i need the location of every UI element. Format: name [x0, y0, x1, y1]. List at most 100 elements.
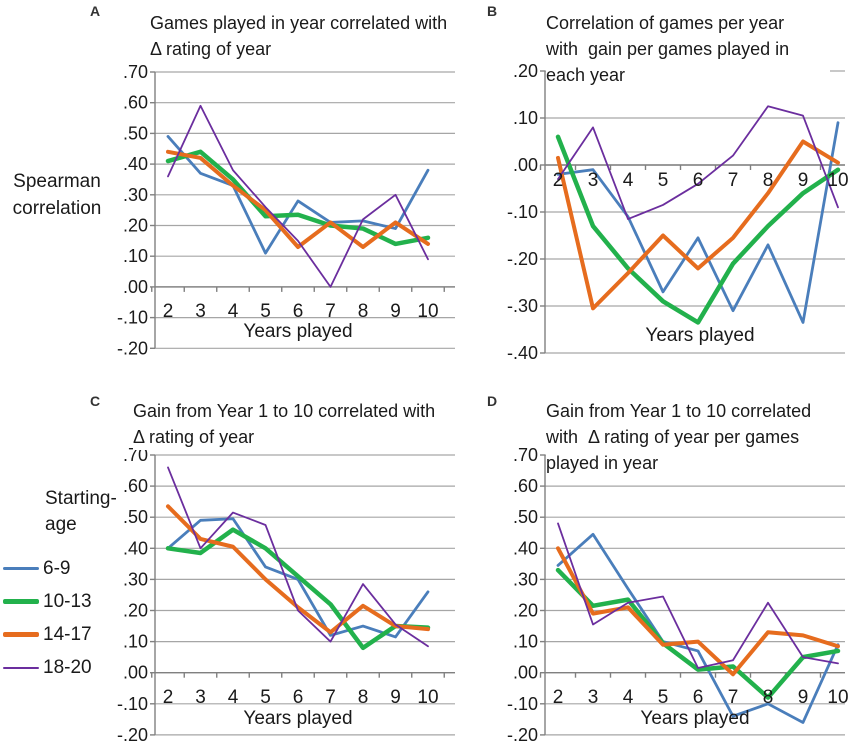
x-axis-title: Years played	[243, 708, 352, 729]
x-axis-title: Years played	[645, 325, 754, 346]
series-line-18-20	[557, 522, 839, 669]
y-tick-label: -.10	[117, 694, 148, 714]
x-tick-label: 3	[195, 301, 206, 322]
x-tick-label: 10	[827, 687, 848, 708]
y-tick-label: .40	[513, 538, 538, 558]
x-tick-label: 6	[293, 687, 304, 708]
y-tick-label: .40	[123, 154, 148, 174]
legend-entry-10-13: 10-13	[0, 585, 110, 618]
x-tick-label: 10	[417, 301, 438, 322]
x-axis-title: Years played	[243, 321, 352, 342]
y-tick-label: .30	[123, 185, 148, 205]
legend-title: Starting- age	[45, 488, 117, 535]
y-tick-label: .40	[123, 538, 148, 558]
series-line-6-9	[556, 121, 840, 324]
y-tick-label: .20	[513, 61, 538, 81]
y-tick-label: .70	[123, 445, 148, 465]
x-tick-label: 7	[728, 170, 739, 191]
y-tick-label: .30	[123, 569, 148, 589]
legend-label: 6-9	[43, 557, 71, 579]
x-tick-label: 2	[163, 301, 174, 322]
y-tick-label: -.20	[117, 725, 148, 745]
y-tick-label: .00	[513, 155, 538, 175]
y-tick-label: -.20	[117, 338, 148, 358]
panel-d-title: Gain from Year 1 to 10 correlated with Δ…	[546, 398, 850, 476]
panel-b-title: Correlation of games per year with gain …	[546, 10, 830, 88]
x-tick-label: 2	[553, 170, 564, 191]
y-tick-label: .60	[513, 476, 538, 496]
x-tick-label: 10	[827, 170, 848, 191]
x-tick-label: 8	[763, 687, 774, 708]
x-tick-label: 10	[417, 687, 438, 708]
panel-c-title: Gain from Year 1 to 10 correlated with Δ…	[133, 398, 467, 450]
y-tick-label: -.20	[507, 249, 538, 269]
y-tick-label: .20	[123, 216, 148, 236]
legend-entry-6-9: 6-9	[0, 552, 110, 585]
legend-line-sample-18-20	[3, 666, 39, 669]
series-line-14-17	[166, 504, 430, 635]
series-line-18-20	[167, 466, 429, 648]
x-tick-label: 5	[658, 170, 669, 191]
series-line-10-13	[555, 134, 841, 325]
y-tick-label: .50	[513, 507, 538, 527]
y-tick-label: -.20	[507, 725, 538, 745]
legend-line-sample-10-13	[3, 599, 39, 604]
y-tick-label: .10	[513, 108, 538, 128]
x-tick-label: 7	[325, 301, 336, 322]
x-tick-label: 5	[658, 687, 669, 708]
y-tick-label: .10	[513, 632, 538, 652]
y-tick-label: .20	[123, 601, 148, 621]
legend-line-sample-6-9	[3, 567, 39, 570]
y-tick-label: .10	[123, 632, 148, 652]
y-tick-label: .00	[123, 277, 148, 297]
panel-a-letter: A	[90, 3, 101, 19]
x-tick-label: 8	[358, 687, 369, 708]
series-line-6-9	[556, 532, 840, 724]
y-tick-label: .60	[123, 476, 148, 496]
x-tick-label: 3	[588, 170, 599, 191]
legend-entries: 6-9 10-13 14-17 18-20	[0, 552, 110, 684]
x-tick-label: 9	[798, 687, 809, 708]
panel-b-letter: B	[487, 3, 498, 19]
x-tick-label: 6	[693, 687, 704, 708]
y-tick-label: .20	[513, 601, 538, 621]
y-tick-label: .50	[123, 507, 148, 527]
legend-label: 14-17	[43, 623, 92, 645]
series-line-14-17	[556, 139, 840, 311]
x-tick-label: 4	[228, 687, 239, 708]
x-tick-label: 7	[325, 687, 336, 708]
x-tick-label: 5	[260, 301, 271, 322]
x-tick-label: 4	[228, 301, 239, 322]
y-tick-label: -.30	[507, 296, 538, 316]
x-tick-label: 3	[588, 687, 599, 708]
y-tick-label: .30	[513, 569, 538, 589]
y-tick-label: -.10	[507, 694, 538, 714]
x-tick-label: 7	[728, 687, 739, 708]
x-tick-label: 9	[798, 170, 809, 191]
panel-d-letter: D	[487, 393, 498, 409]
x-tick-label: 3	[195, 687, 206, 708]
y-tick-label: -.10	[117, 308, 148, 328]
y-axis-label: Spearman correlation	[12, 171, 102, 219]
series-line-14-17	[556, 546, 840, 677]
series-line-10-13	[555, 567, 841, 700]
legend-line-sample-14-17	[3, 632, 39, 637]
x-tick-label: 4	[623, 687, 634, 708]
legend-label: 10-13	[43, 590, 92, 612]
series-line-14-17	[166, 149, 430, 249]
panel-a-title: Games played in year correlated with Δ r…	[150, 10, 466, 62]
legend-entry-14-17: 14-17	[0, 618, 110, 651]
series-line-18-20	[167, 104, 429, 288]
x-tick-label: 8	[358, 301, 369, 322]
x-tick-label: 6	[293, 301, 304, 322]
series-line-10-13	[165, 527, 431, 651]
x-tick-label: 2	[553, 687, 564, 708]
x-tick-label: 9	[390, 687, 401, 708]
y-tick-label: .60	[123, 93, 148, 113]
x-tick-label: 6	[693, 170, 704, 191]
series-line-10-13	[165, 149, 431, 247]
y-tick-label: .00	[123, 663, 148, 683]
y-tick-label: .70	[513, 445, 538, 465]
x-tick-label: 2	[163, 687, 174, 708]
